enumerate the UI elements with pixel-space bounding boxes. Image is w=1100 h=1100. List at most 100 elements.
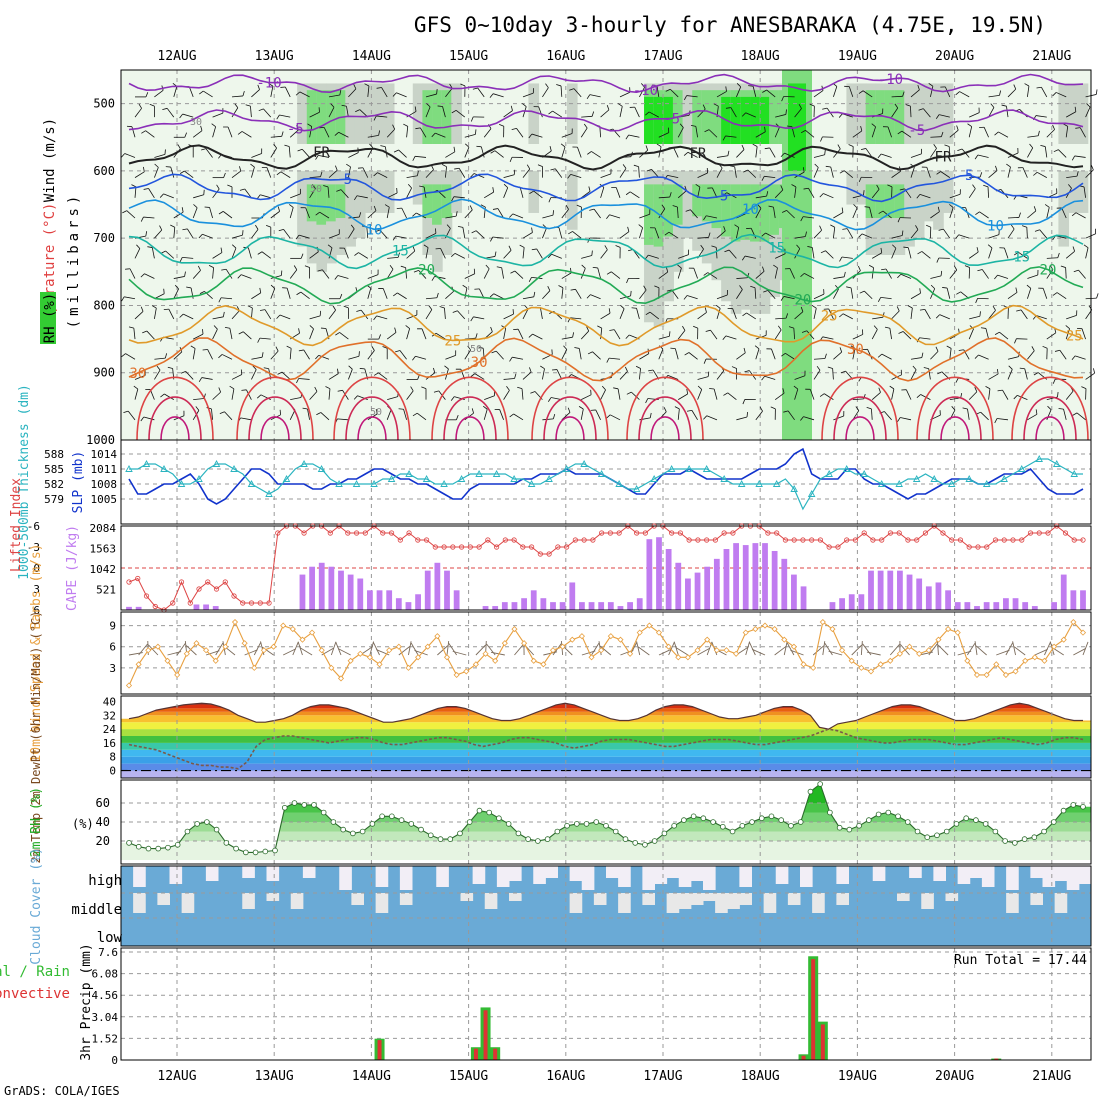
isotherm-label: 20 (794, 293, 811, 309)
li-marker (730, 530, 736, 536)
wind-marker (260, 647, 267, 654)
barb (841, 256, 853, 259)
rh-cell (653, 170, 665, 327)
rh-cell (451, 83, 462, 144)
barb (270, 288, 276, 299)
rh2m-marker (788, 822, 794, 829)
barb-flag (412, 156, 416, 161)
barb (745, 112, 756, 118)
rh-cell (759, 96, 771, 144)
barb-flag (281, 131, 284, 137)
barb-flag (421, 386, 427, 390)
barb-flag (1081, 386, 1087, 390)
barb-flag (683, 151, 689, 156)
barb-flag (955, 234, 960, 239)
rh-cell (894, 184, 906, 218)
barb (416, 412, 427, 421)
wind-barb (862, 643, 872, 656)
barb (728, 249, 737, 259)
li-marker (196, 586, 202, 592)
barb (1007, 217, 1020, 219)
wind-marker (501, 640, 508, 647)
tick-label: 20 (96, 834, 110, 848)
barb-flag (198, 377, 203, 383)
rh2m-marker (661, 830, 668, 837)
barb (173, 211, 184, 219)
barb (774, 267, 778, 279)
barb (561, 209, 569, 219)
barb (442, 106, 446, 118)
barb (822, 336, 834, 340)
barb-flag (312, 184, 316, 189)
barb-flag (1013, 395, 1018, 400)
wind-marker (819, 618, 826, 626)
barb-flag (656, 143, 662, 148)
tick-label: 16 (103, 737, 116, 750)
barb-flag (859, 290, 865, 294)
barb (648, 111, 659, 118)
barb (366, 227, 369, 239)
barb (983, 127, 989, 138)
barb-flag (704, 307, 707, 313)
barb-flag (219, 411, 225, 414)
tick-label: 582 (44, 478, 64, 491)
rh-cell (383, 83, 395, 144)
barb (134, 388, 139, 400)
barb-flag (441, 164, 447, 168)
barb (755, 131, 766, 138)
isotherm-label: 10 (987, 219, 1004, 235)
barb (580, 191, 591, 199)
barb-flag (257, 337, 261, 343)
barb-flag (256, 394, 262, 399)
barb-flag (284, 144, 290, 147)
barb (289, 207, 294, 219)
barb-flag (472, 87, 478, 90)
barb-flag (273, 143, 277, 149)
cloud-gap (957, 866, 971, 884)
li-marker (135, 575, 141, 582)
thickness-marker (842, 465, 851, 472)
barb-flag (341, 104, 347, 107)
li-marker (599, 530, 605, 536)
wind-barb (253, 642, 262, 656)
barb (376, 115, 388, 118)
barb-flag (606, 214, 610, 219)
tick-label: 24 (103, 723, 117, 736)
barb (754, 287, 757, 299)
barb (1027, 350, 1035, 360)
barb (688, 352, 698, 360)
barb-flag (145, 92, 149, 98)
li-marker (800, 537, 806, 543)
rh2m-marker (622, 836, 629, 842)
barb (1046, 129, 1055, 138)
barb (580, 330, 589, 340)
barb-flag (974, 154, 979, 160)
barb-flag (604, 245, 608, 250)
barb-flag (513, 169, 516, 175)
cloud-gap (715, 893, 728, 913)
wind-barb (783, 641, 788, 656)
thickness-marker (335, 480, 343, 487)
li-marker (564, 544, 570, 550)
barb-flag (648, 369, 654, 372)
barb (806, 330, 815, 340)
barb-flag (824, 353, 827, 359)
wind-barb (975, 645, 987, 656)
barb-flag (480, 204, 486, 208)
rh2m-marker (408, 821, 415, 827)
barb-flag (426, 103, 431, 108)
wind-barb (330, 641, 337, 656)
barb-flag (565, 204, 569, 210)
barb-flag (646, 168, 652, 172)
thickness-marker (755, 480, 763, 487)
wind-barb (996, 649, 1010, 656)
barb (251, 153, 262, 158)
rh2m-marker (885, 809, 892, 816)
wind-barb (1034, 648, 1048, 656)
barb (386, 128, 395, 138)
barb-flag (946, 345, 952, 349)
cloud-gap (739, 893, 752, 905)
rh2m-marker (642, 841, 648, 848)
wind-marker (395, 643, 402, 650)
cape-bar (887, 570, 894, 610)
